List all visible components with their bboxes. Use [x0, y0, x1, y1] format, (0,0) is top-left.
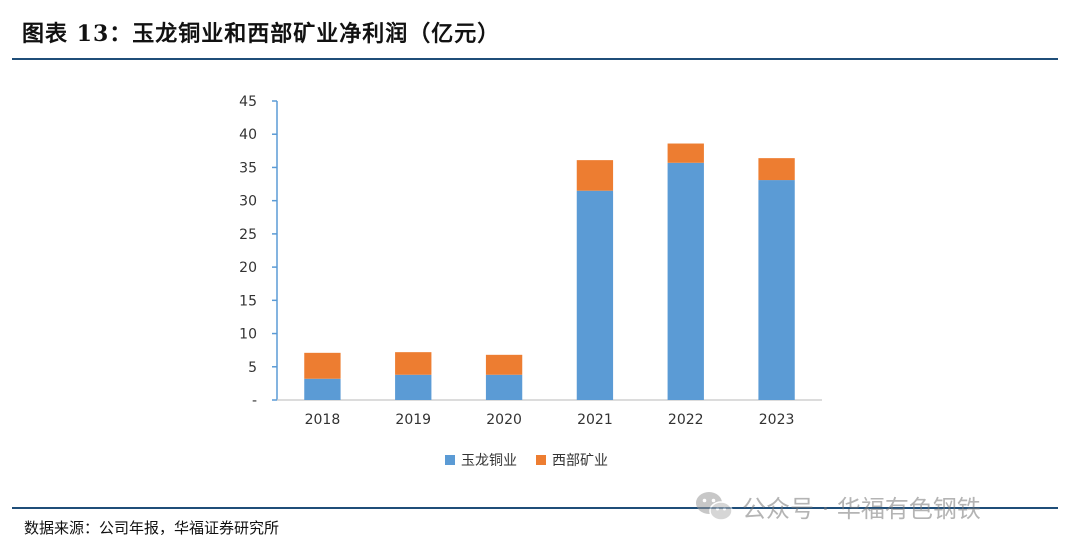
- watermark: 公众号 · 华福有色钢铁: [694, 486, 981, 526]
- bar-western-2023: [758, 158, 795, 181]
- bar-western-2019: [395, 352, 432, 375]
- watermark-text: 公众号 · 华福有色钢铁: [742, 494, 981, 523]
- bar-yulong-2019: [395, 374, 432, 400]
- legend-swatch: [536, 455, 546, 465]
- x-tick-label: 2019: [395, 412, 431, 428]
- y-tick-label: 45: [239, 94, 257, 110]
- bar-western-2020: [485, 354, 523, 375]
- y-axis: - 5 10 15 20 25 30 35 40 45: [239, 94, 278, 409]
- x-tick-label: 2018: [305, 412, 341, 428]
- y-tick-label: 25: [239, 227, 257, 243]
- x-tick-label: 2023: [759, 412, 795, 428]
- y-tick-label: 35: [239, 160, 257, 176]
- figure-title: 图表 13：玉龙铜业和西部矿业净利润（亿元）: [22, 21, 501, 47]
- bar-western-2018: [304, 352, 341, 379]
- legend-swatch: [445, 455, 455, 465]
- y-tick-label: 30: [239, 194, 257, 210]
- bar-western-2021: [576, 160, 614, 191]
- x-tick-label: 2022: [668, 412, 704, 428]
- y-tick-label: -: [252, 393, 257, 409]
- legend-label: 西部矿业: [552, 453, 608, 469]
- legend-label: 玉龙铜业: [461, 453, 517, 469]
- bar-yulong-2023: [758, 180, 795, 400]
- wechat-icon: [696, 492, 733, 521]
- y-tick-label: 10: [239, 327, 257, 343]
- bottom-divider: [12, 507, 1058, 509]
- top-divider: [12, 58, 1058, 60]
- bar-yulong-2021: [576, 190, 614, 400]
- y-tick-label: 20: [239, 260, 257, 276]
- bar-western-2022: [667, 143, 704, 163]
- x-tick-label: 2020: [486, 412, 522, 428]
- bar-yulong-2020: [485, 374, 523, 400]
- source-note: 数据来源：公司年报，华福证券研究所: [24, 519, 280, 537]
- y-tick-label: 15: [239, 293, 257, 309]
- legend: 玉龙铜业 西部矿业: [445, 453, 608, 469]
- bar-yulong-2018: [304, 378, 341, 400]
- y-tick-label: 40: [239, 127, 257, 143]
- y-tick-label: 5: [248, 360, 257, 376]
- x-tick-label: 2021: [577, 412, 613, 428]
- x-axis: 2018 2019 2020 2021 2022 2023: [277, 399, 822, 428]
- bars: [304, 143, 795, 400]
- bar-yulong-2022: [667, 162, 704, 400]
